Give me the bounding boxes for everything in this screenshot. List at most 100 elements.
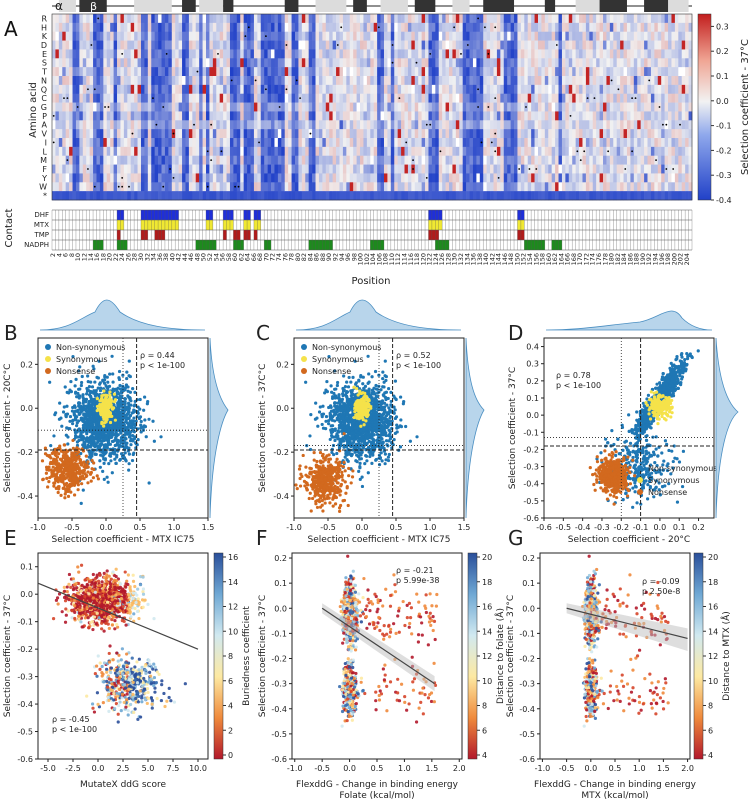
heatmap-cell [593,120,597,129]
heatmap-cell [552,120,556,129]
wildtype-dot [583,150,585,152]
heatmap-cell [480,49,484,58]
heatmap-cell [569,173,573,182]
heatmap-cell [69,156,73,165]
heatmap-cell [278,191,282,200]
heatmap-cell [55,67,59,76]
heatmap-cell [576,129,580,138]
heatmap-cell [257,76,261,85]
x-tick-label: 1.5 [202,523,215,532]
heatmap-cell [476,94,480,103]
heatmap-cell [545,94,549,103]
heatmap-cell [278,58,282,67]
heatmap-cell [470,23,474,32]
heatmap-cell [309,165,313,174]
heatmap-cell [439,14,443,23]
heatmap-cell [93,41,97,50]
heatmap-cell [463,165,467,174]
heatmap-cell [62,182,66,191]
heatmap-cell [117,23,121,32]
heatmap-cell [288,138,292,147]
heatmap-cell [456,191,460,200]
heatmap-cell [329,156,333,165]
heatmap-cell [206,120,210,129]
heatmap-cell [230,129,234,138]
heatmap-cell [552,103,556,112]
heatmap-cell [83,76,87,85]
heatmap-cell [432,14,436,23]
heatmap-cell [339,76,343,85]
heatmap-cell [203,147,207,156]
heatmap-cell [333,76,337,85]
heatmap-cell [394,58,398,67]
heatmap-cell [52,94,56,103]
heatmap-cell [572,191,576,200]
heatmap-cell [535,58,539,67]
heatmap-cell [559,182,563,191]
scatter-point [159,435,162,438]
heatmap-cell [305,94,309,103]
heatmap-cell [620,182,624,191]
heatmap-cell [144,58,148,67]
heatmap-cell [600,49,604,58]
heatmap-cell [247,14,251,23]
heatmap-cell [240,111,244,120]
heatmap-cell [613,138,617,147]
heatmap-cell [179,14,183,23]
heatmap-cell [675,120,679,129]
heatmap-cell [603,58,607,67]
heatmap-cell [545,67,549,76]
heatmap-cell [415,156,419,165]
heatmap-cell [182,138,186,147]
heatmap-cell [504,94,508,103]
heatmap-cell [497,94,501,103]
heatmap-cell [223,85,227,94]
heatmap-cell [312,165,316,174]
heatmap-cell [548,138,552,147]
heatmap-cell [230,67,234,76]
heatmap-cell [192,76,196,85]
heatmap-cell [648,103,652,112]
heatmap-cell [312,76,316,85]
heatmap-cell [459,147,463,156]
heatmap-cell [682,165,686,174]
heatmap-cell [600,191,604,200]
wildtype-dot [618,88,620,90]
heatmap-cell [336,14,340,23]
heatmap-cell [66,41,70,50]
heatmap-cell [62,129,66,138]
heatmap-cell [363,85,367,94]
heatmap-cell [524,138,528,147]
heatmap-cell [254,23,258,32]
heatmap-cell [483,111,487,120]
scatter-point [48,381,51,384]
heatmap-cell [131,14,135,23]
heatmap-cell [336,120,340,129]
heatmap-cell [548,173,552,182]
heatmap-cell [589,191,593,200]
heatmap-cell [285,49,289,58]
heatmap-cell [637,41,641,50]
heatmap-cell [661,14,665,23]
heatmap-cell [463,156,467,165]
heatmap-cell [651,111,655,120]
heatmap-cell [213,191,217,200]
heatmap-cell [449,94,453,103]
heatmap-cell [514,111,518,120]
heatmap-cell [470,58,474,67]
heatmap-cell [535,23,539,32]
heatmap-cell [665,103,669,112]
heatmap-cell [682,14,686,23]
heatmap-cell [309,182,313,191]
heatmap-cell [96,94,100,103]
heatmap-cell [654,138,658,147]
heatmap-cell [158,85,162,94]
heatmap-cell [55,85,59,94]
heatmap-cell [257,182,261,191]
heatmap-cell [435,191,439,200]
heatmap-cell [391,14,395,23]
heatmap-cell [62,41,66,50]
heatmap-cell [435,14,439,23]
heatmap-cell [641,182,645,191]
